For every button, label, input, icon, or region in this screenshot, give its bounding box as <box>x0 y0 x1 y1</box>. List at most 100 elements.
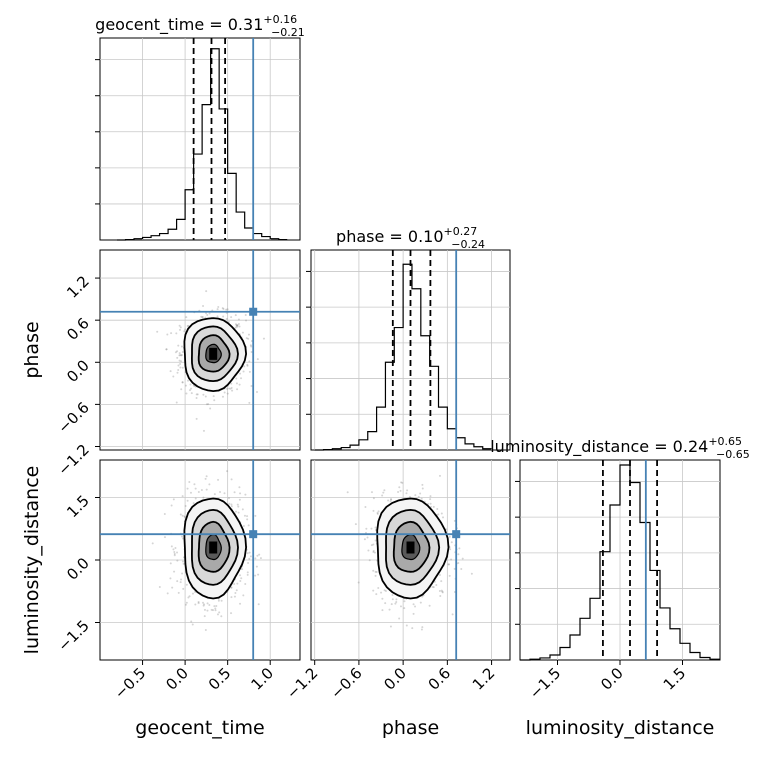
sample-point <box>179 354 182 357</box>
sample-point <box>202 429 205 432</box>
sample-point <box>233 595 236 598</box>
sample-point <box>380 591 383 594</box>
sample-point <box>175 332 178 335</box>
sample-point <box>177 369 180 372</box>
sample-point <box>190 387 193 390</box>
sample-point <box>262 337 265 340</box>
sample-point <box>225 308 228 311</box>
sample-point <box>240 377 243 380</box>
sample-point <box>439 594 442 597</box>
sample-point <box>180 354 183 357</box>
sample-point <box>217 478 220 481</box>
sample-point <box>255 391 258 394</box>
sample-point <box>449 548 452 551</box>
sample-point <box>206 609 209 612</box>
sample-point <box>221 395 224 398</box>
sample-point <box>421 487 424 490</box>
sample-point <box>373 551 376 554</box>
sample-point <box>170 332 173 335</box>
sample-point <box>429 502 432 505</box>
sample-point <box>412 612 415 615</box>
sample-point <box>213 493 216 496</box>
sample-point <box>242 594 245 597</box>
sample-point <box>236 582 239 585</box>
sample-point <box>223 492 226 495</box>
sample-point <box>173 570 176 573</box>
panel-border <box>99 37 301 241</box>
y-tick-label: −1.2 <box>54 441 92 479</box>
sample-point <box>201 601 204 604</box>
sample-point <box>420 628 423 631</box>
panel-border <box>99 249 301 451</box>
sample-point <box>461 557 464 560</box>
sample-point <box>187 596 190 599</box>
sample-point <box>247 337 250 340</box>
sample-point <box>172 375 175 378</box>
x-tick-label: −1.5 <box>526 664 564 702</box>
sample-point <box>406 489 409 492</box>
sample-point <box>181 350 184 353</box>
sample-point <box>178 352 181 355</box>
sample-point <box>236 503 239 506</box>
sample-point <box>238 325 241 328</box>
sample-point <box>178 359 181 362</box>
sample-point <box>205 403 208 406</box>
sample-point <box>241 508 244 511</box>
sample-point <box>243 514 246 517</box>
sample-point <box>370 527 373 530</box>
sample-point <box>237 511 240 514</box>
sample-point <box>440 580 443 583</box>
sample-point <box>156 330 159 333</box>
sample-point <box>227 320 230 323</box>
sample-point <box>191 592 194 595</box>
sample-point <box>230 382 233 385</box>
sample-point <box>204 395 207 398</box>
sample-point <box>185 601 188 604</box>
sample-point <box>230 612 233 615</box>
sample-point <box>177 344 180 347</box>
sample-point <box>372 569 375 572</box>
sample-point <box>372 589 375 592</box>
sample-point <box>244 582 247 585</box>
sample-point <box>248 360 251 363</box>
sample-point <box>180 354 183 357</box>
sample-point <box>230 505 233 508</box>
sample-point <box>440 512 443 515</box>
sample-point <box>203 615 206 618</box>
sample-point <box>228 502 231 505</box>
sample-point <box>222 308 225 311</box>
truth-marker <box>249 530 258 539</box>
sample-point <box>450 541 453 544</box>
hist-step <box>117 48 288 241</box>
sample-point <box>421 483 424 486</box>
sample-point <box>182 562 185 565</box>
sample-point <box>173 551 176 554</box>
sample-point <box>246 552 249 555</box>
sample-point <box>255 565 258 568</box>
sample-point <box>188 481 191 484</box>
sample-point <box>448 563 451 566</box>
sample-point <box>397 490 400 493</box>
sample-point <box>237 505 240 508</box>
sample-point <box>184 603 187 606</box>
sample-point <box>187 324 190 327</box>
x-tick-label: −1.2 <box>283 664 321 702</box>
sample-point <box>364 506 367 509</box>
sample-point <box>250 385 253 388</box>
sample-point <box>212 395 215 398</box>
sample-point <box>237 318 240 321</box>
sample-point <box>448 535 451 538</box>
sample-point <box>163 513 166 516</box>
sample-point <box>377 586 380 589</box>
y-tick-label: 0.6 <box>63 314 93 344</box>
sample-point <box>438 589 441 592</box>
x-axis-label: luminosity_distance <box>526 717 715 739</box>
sample-point <box>235 324 238 327</box>
sample-point <box>450 558 453 561</box>
sample-point <box>177 364 180 367</box>
sample-point <box>235 382 238 385</box>
sample-point <box>256 358 259 361</box>
sample-point <box>453 519 456 522</box>
sample-point <box>245 319 248 322</box>
sample-point <box>179 581 182 584</box>
